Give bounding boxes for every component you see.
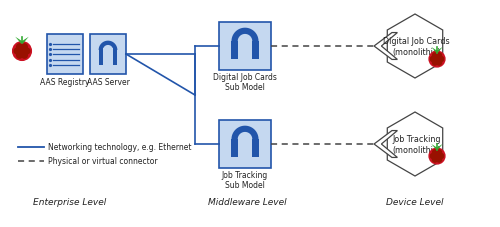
Bar bbox=[232, 42, 237, 60]
Polygon shape bbox=[388, 113, 442, 176]
Circle shape bbox=[432, 61, 438, 66]
Bar bbox=[238, 137, 252, 158]
Circle shape bbox=[434, 154, 440, 159]
Text: Digital Job Cards
(monolithic): Digital Job Cards (monolithic) bbox=[384, 37, 450, 57]
Polygon shape bbox=[232, 126, 258, 140]
Text: Enterprise Level: Enterprise Level bbox=[34, 197, 106, 206]
Bar bbox=[232, 140, 237, 158]
Text: Networking technology, e.g. Ethernet: Networking technology, e.g. Ethernet bbox=[48, 143, 192, 152]
Circle shape bbox=[436, 158, 442, 162]
Circle shape bbox=[430, 57, 435, 62]
Bar bbox=[252, 42, 258, 60]
Text: Device Level: Device Level bbox=[386, 197, 444, 206]
Polygon shape bbox=[22, 37, 29, 44]
Circle shape bbox=[12, 42, 32, 61]
Circle shape bbox=[429, 148, 445, 164]
Polygon shape bbox=[436, 144, 442, 150]
Text: Physical or virtual connector: Physical or virtual connector bbox=[48, 157, 158, 166]
Polygon shape bbox=[374, 33, 398, 60]
Text: Job Tracking
Sub Model: Job Tracking Sub Model bbox=[222, 170, 268, 190]
Bar bbox=[238, 40, 252, 60]
Text: Digital Job Cards
Sub Model: Digital Job Cards Sub Model bbox=[213, 73, 277, 92]
FancyBboxPatch shape bbox=[219, 23, 271, 71]
Polygon shape bbox=[432, 48, 438, 53]
FancyBboxPatch shape bbox=[90, 35, 126, 75]
Bar bbox=[103, 49, 113, 66]
Polygon shape bbox=[436, 48, 442, 53]
Circle shape bbox=[436, 150, 442, 155]
Polygon shape bbox=[374, 131, 398, 158]
Circle shape bbox=[16, 53, 22, 59]
Bar bbox=[98, 51, 103, 66]
Circle shape bbox=[432, 150, 438, 155]
Circle shape bbox=[22, 53, 28, 59]
Circle shape bbox=[429, 52, 445, 68]
Circle shape bbox=[16, 45, 22, 50]
Polygon shape bbox=[432, 144, 438, 150]
Text: Job Tracking
(monolithic): Job Tracking (monolithic) bbox=[392, 135, 441, 154]
Bar bbox=[252, 140, 258, 158]
FancyBboxPatch shape bbox=[47, 35, 83, 75]
Circle shape bbox=[439, 154, 444, 159]
Circle shape bbox=[432, 158, 438, 162]
Circle shape bbox=[22, 45, 28, 50]
Polygon shape bbox=[388, 15, 442, 79]
Circle shape bbox=[24, 49, 30, 55]
FancyBboxPatch shape bbox=[219, 121, 271, 168]
Polygon shape bbox=[98, 42, 117, 51]
Circle shape bbox=[430, 154, 435, 159]
Circle shape bbox=[19, 49, 25, 55]
Circle shape bbox=[436, 61, 442, 66]
Text: AAS Registry: AAS Registry bbox=[40, 78, 90, 87]
Circle shape bbox=[434, 57, 440, 62]
Text: Middleware Level: Middleware Level bbox=[208, 197, 286, 206]
Circle shape bbox=[439, 57, 444, 62]
Circle shape bbox=[14, 49, 20, 55]
Circle shape bbox=[432, 54, 438, 59]
Polygon shape bbox=[15, 37, 22, 44]
Polygon shape bbox=[232, 29, 258, 42]
Circle shape bbox=[436, 54, 442, 59]
Bar bbox=[113, 51, 117, 66]
Text: AAS Server: AAS Server bbox=[86, 78, 130, 87]
